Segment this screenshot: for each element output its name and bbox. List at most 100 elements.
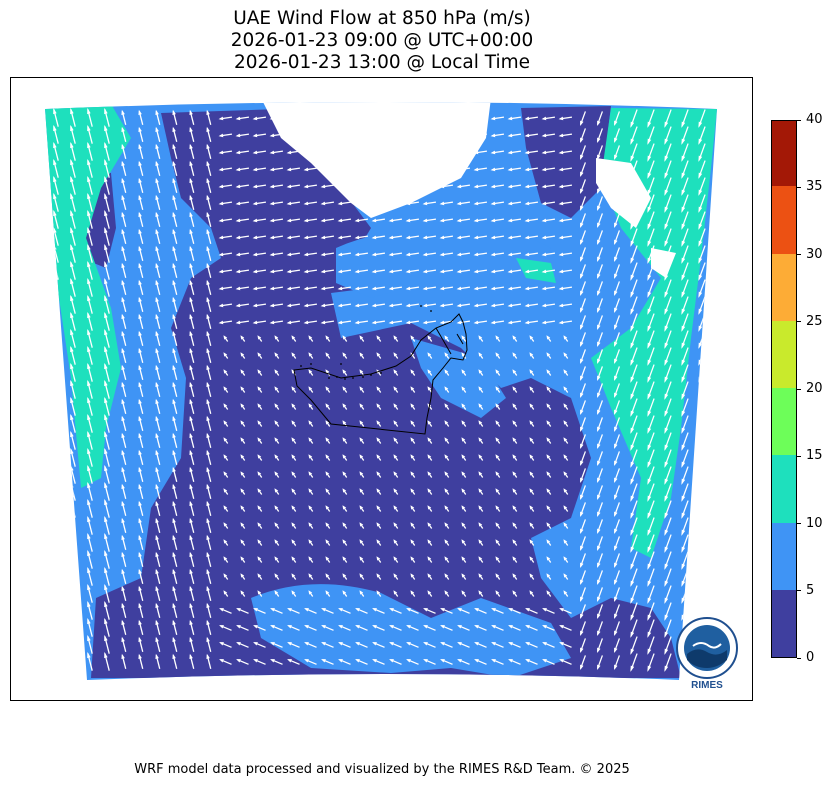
wind-arrow-head — [354, 167, 360, 172]
wind-arrow-head — [495, 488, 500, 493]
wind-arrow-head — [189, 381, 193, 388]
wind-arrow-head — [512, 522, 517, 527]
wind-arrow-head — [337, 218, 343, 223]
wind-arrow-head — [206, 279, 210, 286]
wind-arrow-head — [70, 141, 74, 149]
wind-arrow-head — [558, 235, 564, 240]
wind-arrow-head — [223, 505, 228, 510]
wind-arrow-head — [286, 303, 292, 308]
wind-arrow — [70, 585, 76, 603]
wind-arrow-head — [474, 608, 479, 612]
wind-arrow-head — [286, 235, 292, 240]
wind-arrow — [53, 534, 59, 552]
wind-arrow-head — [439, 235, 445, 240]
wind-arrow-head — [206, 415, 210, 422]
wind-arrow-head — [274, 471, 279, 476]
wind-arrow-head — [269, 150, 275, 155]
wind-arrow-head — [388, 133, 394, 138]
wind-arrow-head — [389, 608, 394, 612]
wind-arrow-head — [70, 192, 74, 200]
wind-arrow-head — [478, 352, 483, 357]
wind-arrow-head — [473, 184, 479, 189]
wind-arrow-head — [580, 273, 584, 279]
wind-arrow-head — [155, 160, 159, 167]
wind-arrow-head — [456, 303, 462, 308]
wind-arrow-head — [121, 551, 125, 558]
wind-arrow-head — [664, 172, 669, 179]
wind-arrow-head — [53, 379, 57, 387]
wind-arrow-head — [507, 286, 513, 291]
wind-arrow-head — [355, 625, 360, 629]
wind-arrow-head — [189, 177, 193, 184]
wind-arrow-head — [121, 500, 125, 507]
wind-arrow-head — [291, 437, 296, 442]
wind-arrow-head — [70, 549, 74, 557]
wind-arrow-head — [70, 294, 74, 302]
wind-arrow-head — [422, 320, 428, 325]
wind-arrow-head — [444, 471, 449, 476]
wind-arrow-head — [325, 505, 330, 510]
wind-arrow-head — [647, 427, 652, 434]
wind-arrow-head — [630, 240, 635, 247]
wind-arrow-head — [223, 556, 228, 561]
wind-arrow-head — [155, 517, 159, 524]
wind-arrow-head — [597, 647, 601, 653]
wind-arrow-head — [172, 636, 176, 643]
wind-arrow-head — [274, 488, 279, 493]
wind-arrow-head — [206, 449, 210, 456]
wind-arrow-head — [681, 121, 686, 128]
wind-arrow-head — [121, 585, 125, 592]
wind-arrow-head — [558, 184, 564, 189]
wind-arrow-head — [630, 580, 635, 587]
wind-arrow-head — [87, 634, 91, 642]
wind-arrow-head — [270, 659, 275, 663]
wind-arrow-head — [274, 505, 279, 510]
wind-arrow-head — [257, 488, 262, 493]
wind-arrow-head — [630, 325, 635, 332]
wind-arrow-head — [138, 313, 142, 320]
wind-arrow-head — [440, 659, 445, 663]
wind-arrow-head — [87, 413, 91, 421]
wind-arrow-head — [303, 286, 309, 291]
wind-arrow-head — [388, 218, 394, 223]
wind-arrow-head — [614, 409, 618, 415]
wind-arrow-head — [524, 252, 530, 257]
wind-arrow-head — [155, 449, 159, 456]
wind-arrow-head — [70, 277, 74, 285]
wind-arrow-head — [269, 116, 275, 121]
wind-arrow-head — [104, 243, 108, 251]
wind-arrow-head — [308, 573, 313, 578]
wind-arrow-head — [630, 529, 635, 536]
wind-arrow-head — [53, 141, 57, 149]
wind-arrow-head — [218, 252, 224, 257]
wind-arrow-head — [580, 222, 584, 228]
wind-arrow-head — [70, 396, 74, 404]
wind-arrow-head — [53, 549, 57, 557]
wind-arrow-head — [507, 116, 513, 121]
wind-arrow-head — [223, 522, 228, 527]
wind-arrow-head — [597, 341, 601, 347]
wind-arrow-head — [342, 539, 347, 544]
wind-arrow-head — [70, 124, 74, 132]
wind-arrow-head — [461, 471, 466, 476]
wind-arrow-head — [630, 291, 635, 298]
wind-arrow-head — [559, 625, 564, 629]
wind-arrow-head — [393, 352, 398, 357]
wind-arrow-head — [321, 625, 326, 629]
wind-arrow-head — [393, 556, 398, 561]
wind-arrow-head — [614, 562, 618, 568]
wind-arrow-head — [371, 269, 377, 274]
wind-arrow-head — [546, 471, 551, 476]
wind-arrow-head — [546, 573, 551, 578]
wind-arrow-head — [53, 124, 57, 132]
wind-arrow-head — [597, 205, 601, 211]
wind-arrow-head — [219, 625, 224, 629]
wind-arrow-head — [172, 143, 176, 150]
wind-arrow-head — [597, 222, 601, 228]
wind-arrow-head — [53, 107, 57, 115]
wind-arrow-head — [236, 625, 241, 629]
wind-arrow-head — [138, 619, 142, 626]
wind-arrow-head — [647, 155, 652, 162]
wind-arrow-head — [440, 625, 445, 629]
wind-arrow-head — [359, 522, 364, 527]
